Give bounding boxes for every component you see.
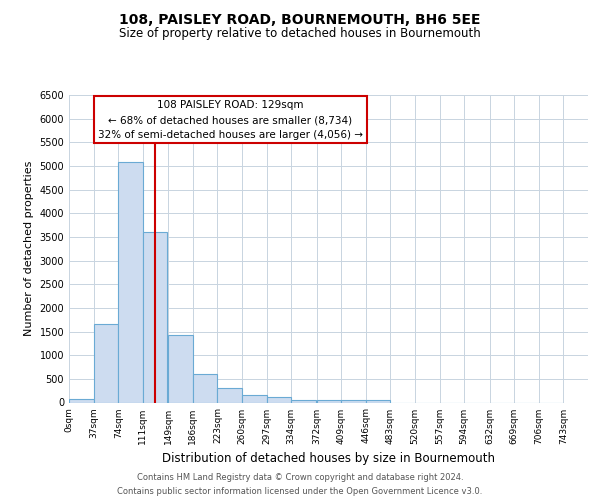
- Bar: [143, 232, 167, 402]
- Bar: [341, 400, 366, 402]
- Bar: [168, 335, 193, 402]
- Text: Contains public sector information licensed under the Open Government Licence v3: Contains public sector information licen…: [118, 486, 482, 496]
- Text: 108 PAISLEY ROAD: 129sqm: 108 PAISLEY ROAD: 129sqm: [157, 100, 304, 110]
- Bar: [118, 162, 143, 402]
- Text: Contains HM Land Registry data © Crown copyright and database right 2024.: Contains HM Land Registry data © Crown c…: [137, 472, 463, 482]
- Bar: [193, 374, 217, 402]
- Bar: [242, 395, 266, 402]
- X-axis label: Distribution of detached houses by size in Bournemouth: Distribution of detached houses by size …: [162, 452, 495, 465]
- Text: 108, PAISLEY ROAD, BOURNEMOUTH, BH6 5EE: 108, PAISLEY ROAD, BOURNEMOUTH, BH6 5EE: [119, 12, 481, 26]
- Y-axis label: Number of detached properties: Number of detached properties: [24, 161, 34, 336]
- Text: ← 68% of detached houses are smaller (8,734): ← 68% of detached houses are smaller (8,…: [108, 116, 352, 126]
- Bar: [291, 400, 316, 402]
- Bar: [317, 400, 341, 402]
- Bar: [217, 388, 242, 402]
- Bar: [69, 399, 94, 402]
- Bar: [94, 324, 118, 402]
- Bar: [266, 398, 291, 402]
- Bar: [366, 400, 391, 402]
- Text: Size of property relative to detached houses in Bournemouth: Size of property relative to detached ho…: [119, 28, 481, 40]
- FancyBboxPatch shape: [94, 96, 367, 143]
- Text: 32% of semi-detached houses are larger (4,056) →: 32% of semi-detached houses are larger (…: [98, 130, 363, 140]
